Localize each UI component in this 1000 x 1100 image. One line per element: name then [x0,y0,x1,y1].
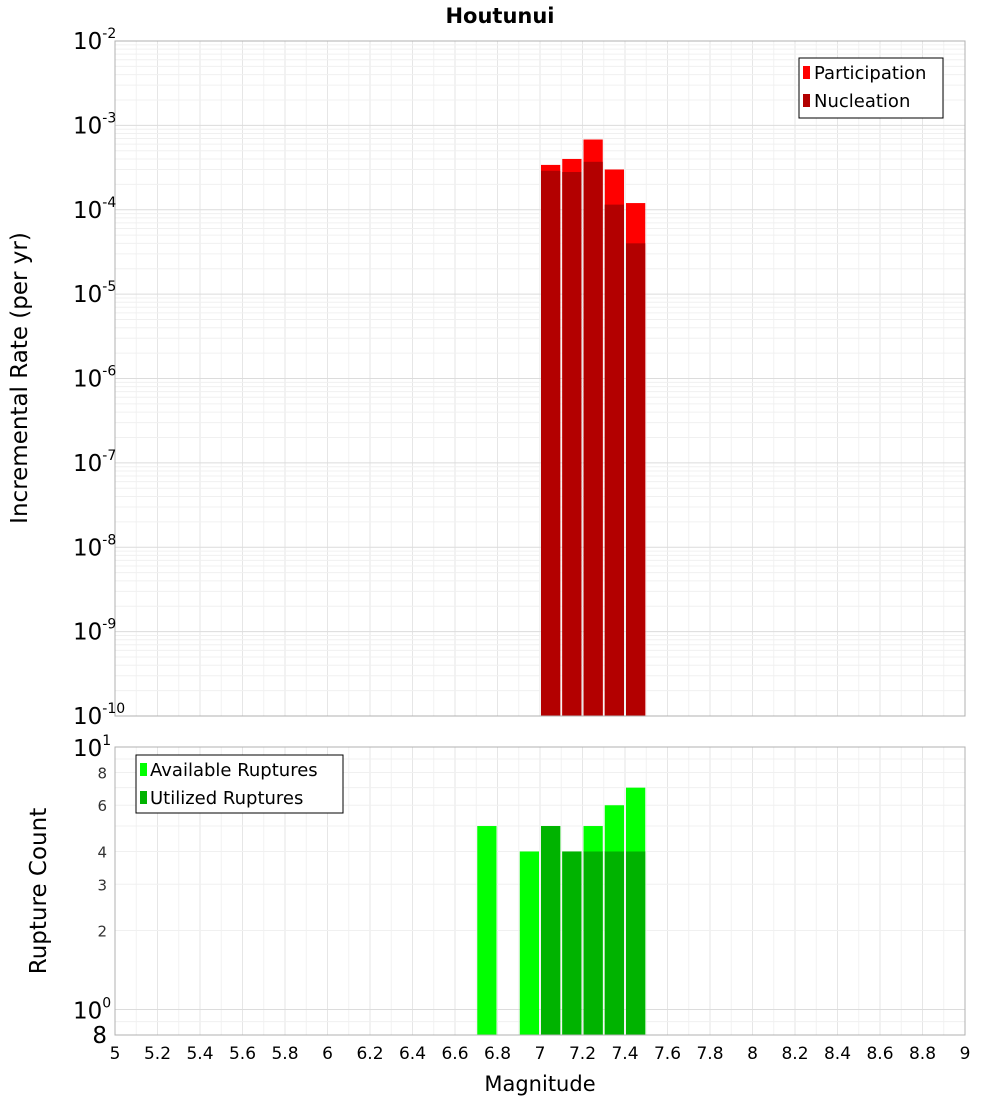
y-tick-label: 8 [97,764,107,782]
y-tick-label: 10-7 [73,448,116,477]
x-axis-ticks: 5 5.2 5.4 5.6 5.8 6 6.2 6.4 6.6 6.8 7 7.2 7.4 7.6 7.8 8… [110,1044,971,1064]
nucleation-bar [562,172,582,716]
available-ruptures-legend-swatch [140,763,147,776]
count-plot-frame [114,746,966,1036]
utilized-ruptures-legend-swatch [140,791,147,804]
x-tick-label: 5.2 [144,1044,171,1064]
count-grid [114,746,966,1035]
x-tick-label: 5.6 [229,1044,256,1064]
nucleation-legend-swatch [803,94,810,107]
x-tick-label: 7.4 [611,1044,638,1064]
y-tick-label: 6 [97,797,107,815]
x-axis-label: Magnitude [484,1072,595,1096]
nucleation-legend-label: Nucleation [814,91,910,112]
nucleation-bar [604,204,624,717]
x-tick-label: 8.8 [909,1044,936,1064]
nucleation-bar [541,170,561,716]
rate-plot-frame [114,40,966,717]
x-tick-label: 6.8 [484,1044,511,1064]
y-tick-label: 2 [97,923,107,941]
legend-box [798,57,944,119]
rate-y-ticks: 10-10 10-9 10-8 10-7 10-6 10-5 10-4 10-3 10-2 [73,26,125,730]
y-tick-label: 10-5 [73,279,116,308]
x-tick-label: 7 [535,1044,546,1064]
utilized-ruptures-bar [562,851,582,1035]
y-tick-label: 10-9 [73,617,116,646]
x-tick-label: 9 [960,1044,971,1064]
available-ruptures-bar [477,826,497,1035]
y-tick-label: 10-2 [73,26,116,55]
x-tick-label: 5 [110,1044,121,1064]
x-tick-label: 5.4 [186,1044,213,1064]
utilized-ruptures-legend-label: Utilized Ruptures [150,788,303,809]
y-tick-label: 100 [73,996,111,1025]
x-tick-label: 6.6 [441,1044,468,1064]
x-tick-label: 6.4 [399,1044,426,1064]
count-legend: Available Ruptures Utilized Ruptures [135,754,344,814]
y-tick-label: 3 [97,876,107,894]
chart-title: Houtunui [445,4,554,28]
x-tick-label: 6.2 [356,1044,383,1064]
x-tick-label: 8 [747,1044,758,1064]
y-tick-label: 10-6 [73,364,116,393]
nucleation-bar [583,161,603,716]
rate-bars [541,139,646,717]
y-tick-label: 101 [73,733,111,762]
x-tick-label: 7.6 [654,1044,681,1064]
rate-grid [114,40,966,717]
legend-box [135,754,344,814]
available-ruptures-legend-label: Available Ruptures [150,760,318,781]
x-tick-label: 7.8 [696,1044,723,1064]
utilized-ruptures-bar [583,851,603,1035]
x-tick-label: 8.6 [866,1044,893,1064]
utilized-ruptures-bar [541,826,561,1035]
y-tick-label: 10-10 [73,701,125,730]
rate-legend: Participation Nucleation [798,57,944,119]
nucleation-bar [626,243,646,717]
x-tick-label: 7.2 [569,1044,596,1064]
x-tick-label: 6 [322,1044,333,1064]
utilized-ruptures-bar [626,851,646,1035]
participation-legend-label: Participation [814,63,926,84]
count-bars [477,787,646,1035]
y-tick-label: 4 [97,843,107,861]
y-tick-label: 8 [92,1023,107,1049]
count-y-axis-label: Rupture Count [26,808,52,974]
rate-y-axis-label: Incremental Rate (per yr) [7,232,33,524]
y-tick-label: 10-8 [73,532,116,561]
available-ruptures-bar [519,851,539,1035]
y-tick-label: 10-3 [73,110,116,139]
rate-panel: 10-10 10-9 10-8 10-7 10-6 10-5 10-4 10-3 10-2 In… [7,26,966,730]
x-tick-label: 8.2 [781,1044,808,1064]
y-tick-label: 10-4 [73,195,116,224]
participation-legend-swatch [803,66,810,79]
utilized-ruptures-bar [604,851,624,1035]
x-tick-label: 8.4 [824,1044,851,1064]
x-tick-label: 5.8 [271,1044,298,1064]
